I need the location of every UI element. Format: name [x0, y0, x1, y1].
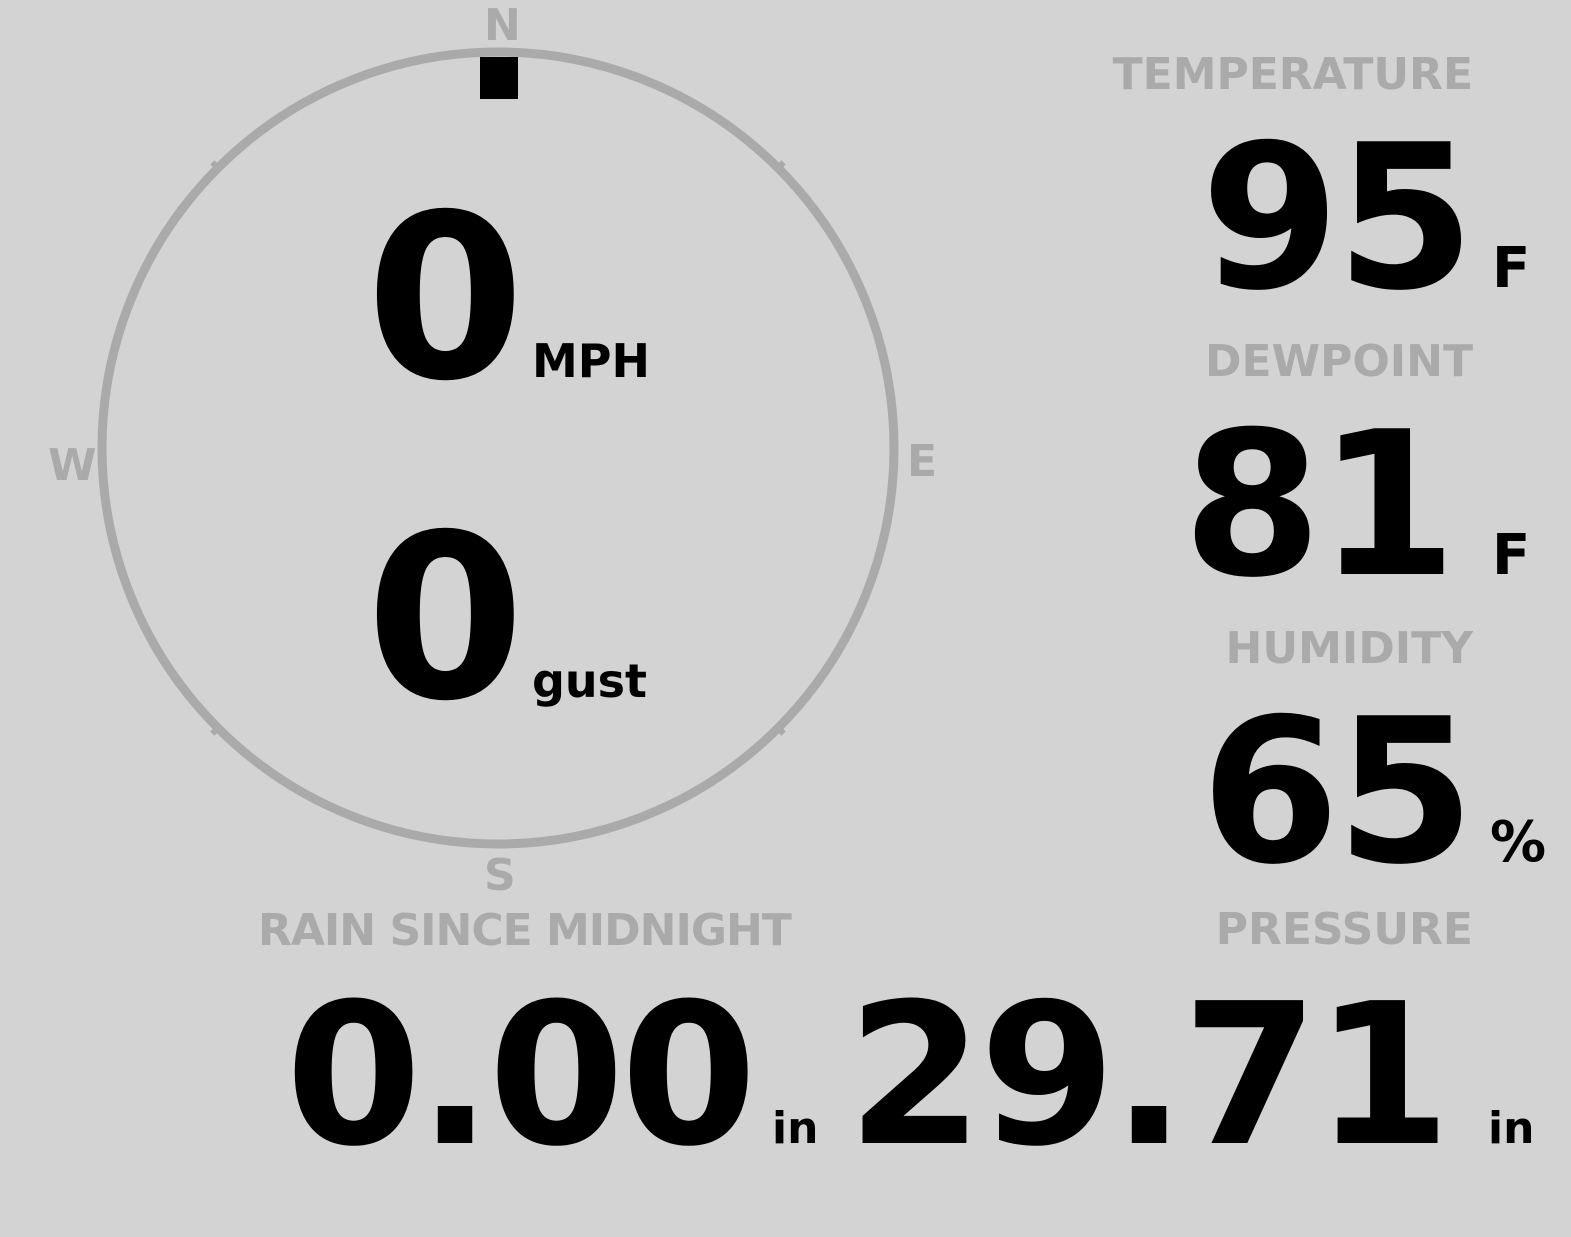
compass-north: N: [484, 0, 521, 51]
pressure-value: 29.71: [847, 962, 1451, 1190]
rain-unit: in: [772, 1103, 819, 1154]
rain-label: RAIN SINCE MIDNIGHT: [258, 905, 792, 956]
compass-east: E: [907, 436, 938, 487]
compass-tick: [773, 723, 786, 736]
compass-west: W: [48, 440, 97, 491]
compass-circle: [97, 47, 899, 849]
temperature-unit: F: [1492, 236, 1531, 301]
dewpoint-value: 81: [1182, 389, 1457, 622]
compass-south: S: [484, 850, 516, 901]
dewpoint-unit: F: [1492, 523, 1531, 588]
humidity-value: 65: [1200, 676, 1475, 909]
rain-value: 0.00: [285, 962, 757, 1190]
pressure-label: PRESSURE: [1215, 904, 1473, 955]
wind-direction-marker: [480, 57, 518, 99]
temperature-label: TEMPERATURE: [1112, 49, 1473, 100]
compass-tick: [210, 723, 223, 736]
temperature-value: 95: [1200, 102, 1475, 335]
pressure-unit: in: [1488, 1103, 1535, 1154]
dewpoint-label: DEWPOINT: [1205, 336, 1473, 387]
wind-speed-value: 0: [366, 165, 525, 431]
compass-tick: [773, 160, 786, 173]
wind-speed-unit: MPH: [532, 334, 650, 388]
wind-gust-value: 0: [366, 485, 525, 751]
compass-ring: [97, 47, 899, 849]
humidity-unit: %: [1490, 810, 1547, 875]
humidity-label: HUMIDITY: [1225, 623, 1473, 674]
compass-tick: [210, 160, 223, 173]
wind-gust-unit: gust: [532, 654, 648, 708]
